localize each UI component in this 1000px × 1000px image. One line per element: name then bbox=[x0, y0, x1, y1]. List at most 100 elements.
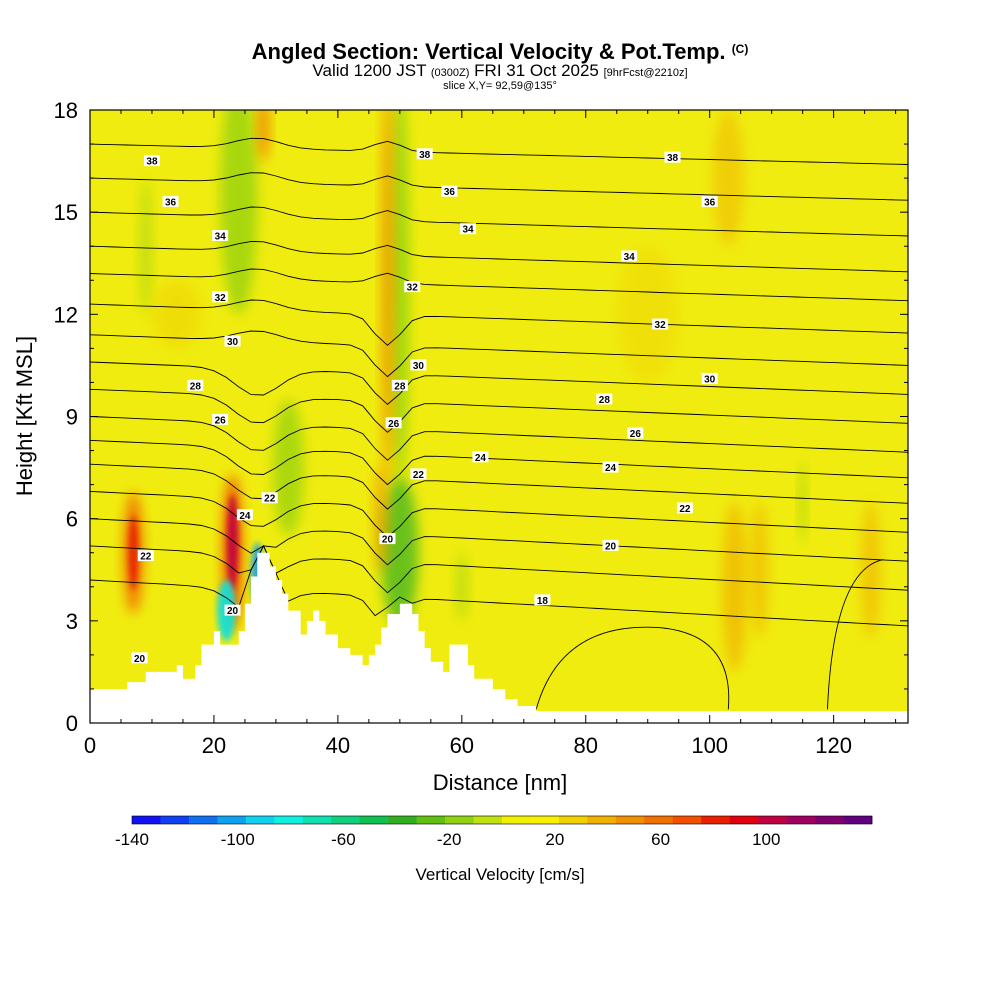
pot-temp-contour bbox=[90, 361, 908, 406]
x-tick-label: 80 bbox=[574, 733, 598, 758]
contour-label: 22 bbox=[413, 470, 425, 481]
velocity-cell bbox=[860, 501, 881, 638]
contour-label-bg bbox=[212, 413, 229, 425]
chart-title-block: Angled Section: Vertical Velocity & Pot.… bbox=[0, 38, 1000, 92]
y-tick-label: 18 bbox=[54, 98, 78, 123]
velocity-cell bbox=[798, 460, 807, 543]
colorbar-tick-label: -20 bbox=[437, 830, 462, 849]
contour-label-bg bbox=[212, 291, 229, 303]
y-tick-label: 6 bbox=[66, 507, 78, 532]
contour-label-bg bbox=[441, 185, 458, 197]
contour-label-bg bbox=[410, 359, 427, 371]
pot-temp-contour bbox=[90, 544, 908, 594]
contour-label-bg bbox=[676, 502, 693, 514]
contour-label-bg bbox=[664, 151, 681, 163]
colorbar-swatch bbox=[274, 816, 304, 824]
pot-temp-contour bbox=[90, 240, 908, 273]
pot-temp-contour bbox=[90, 416, 908, 461]
contour-label-bg bbox=[187, 379, 204, 391]
contour-label-bg bbox=[131, 652, 148, 664]
contour-label-bg bbox=[137, 550, 154, 562]
colorbar-swatch bbox=[388, 816, 417, 824]
contour-label: 22 bbox=[679, 504, 691, 515]
contour-label: 26 bbox=[388, 419, 400, 430]
contour-label: 24 bbox=[239, 511, 251, 522]
velocity-cell bbox=[390, 110, 410, 485]
chart-slice-info: slice X,Y= 92,59@135° bbox=[443, 80, 557, 92]
contour-labels: 38 36 34 32 30 28 26 38 36 34 32 30 28 26 24 22 20 18 24 22… bbox=[131, 148, 718, 665]
colorbar-tick-label: 100 bbox=[752, 830, 780, 849]
velocity-cell bbox=[455, 552, 469, 621]
plot-area bbox=[90, 110, 908, 723]
colorbar-swatch bbox=[672, 816, 702, 824]
x-tick-label: 20 bbox=[202, 733, 226, 758]
pot-temp-contour bbox=[535, 626, 730, 710]
chart-title: Angled Section: Vertical Velocity & Pot.… bbox=[251, 39, 749, 64]
contour-label-bg bbox=[162, 195, 179, 207]
pot-temp-contour bbox=[90, 518, 908, 566]
velocity-cell bbox=[373, 464, 389, 574]
contour-label: 26 bbox=[215, 415, 227, 426]
pot-temp-contour bbox=[90, 439, 908, 486]
terrain bbox=[90, 552, 908, 723]
x-tick-label: 60 bbox=[450, 733, 474, 758]
contour-label: 32 bbox=[655, 320, 667, 331]
velocity-cell bbox=[151, 280, 202, 349]
contour-label: 24 bbox=[475, 453, 487, 464]
contour-label-bg bbox=[416, 148, 433, 160]
velocity-cell bbox=[139, 178, 152, 315]
velocity-cell bbox=[616, 246, 679, 383]
pot-temp-contour bbox=[90, 490, 908, 538]
colorbar-swatch bbox=[331, 816, 360, 824]
colorbar-swatch bbox=[729, 816, 759, 824]
contour-label-bg bbox=[596, 393, 613, 405]
contour-label: 28 bbox=[190, 381, 202, 392]
velocity-cell bbox=[220, 110, 258, 315]
colorbar-swatch bbox=[502, 816, 531, 824]
colorbar-swatch bbox=[359, 816, 389, 824]
colorbar-swatch bbox=[245, 816, 275, 824]
contour-label-bg bbox=[385, 417, 402, 429]
y-tick-label: 12 bbox=[54, 302, 78, 327]
contour-label-bg bbox=[261, 492, 278, 504]
contour-label: 20 bbox=[134, 654, 146, 665]
colorbar-tick-label: -100 bbox=[221, 830, 255, 849]
contour-label: 30 bbox=[227, 337, 239, 348]
contour-label-bg bbox=[701, 373, 718, 385]
contour-label-bg bbox=[379, 533, 396, 545]
velocity-cell bbox=[226, 494, 239, 591]
contour-label-bg bbox=[410, 468, 427, 480]
contour-label-bg bbox=[143, 155, 160, 167]
colorbar-swatch bbox=[416, 816, 446, 824]
contour-label: 38 bbox=[419, 150, 431, 161]
velocity-cell bbox=[712, 110, 744, 247]
contour-label-bg bbox=[404, 281, 421, 293]
contour-label-bg bbox=[652, 318, 669, 330]
colorbar-swatch bbox=[445, 816, 474, 824]
x-tick-label: 120 bbox=[815, 733, 852, 758]
x-tick-label: 100 bbox=[691, 733, 728, 758]
colorbar-swatch bbox=[132, 816, 161, 824]
colorbar-swatch bbox=[815, 816, 844, 824]
colorbar-swatch bbox=[302, 816, 332, 824]
contour-label: 34 bbox=[624, 252, 636, 263]
contour-label: 34 bbox=[462, 225, 474, 236]
colorbar-frame bbox=[131, 815, 873, 825]
x-tick-label: 40 bbox=[326, 733, 350, 758]
colorbar-tick-label: -60 bbox=[331, 830, 356, 849]
contour-label-bg bbox=[701, 195, 718, 207]
contour-label: 22 bbox=[264, 494, 276, 505]
colorbar-swatch bbox=[188, 816, 218, 824]
contour-label-bg bbox=[224, 604, 241, 616]
colorbar-swatch bbox=[843, 816, 873, 824]
y-tick-label: 3 bbox=[66, 609, 78, 634]
contour-label: 28 bbox=[599, 395, 611, 406]
contour-label: 20 bbox=[382, 535, 394, 546]
velocity-cell bbox=[257, 110, 270, 162]
colorbar-swatch bbox=[558, 816, 588, 824]
contour-label: 32 bbox=[407, 283, 419, 294]
pot-temp-contour bbox=[90, 544, 908, 627]
colorbar-tick-label: -140 bbox=[115, 830, 149, 849]
